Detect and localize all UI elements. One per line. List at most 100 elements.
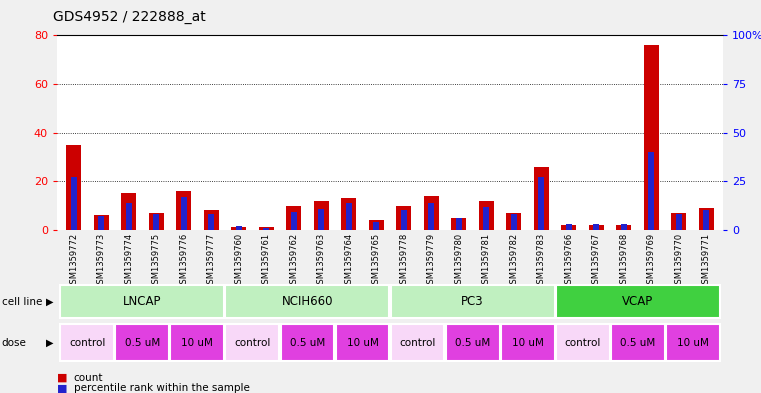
Bar: [225, 285, 390, 318]
Bar: [60, 324, 114, 362]
Bar: [98, 216, 104, 230]
Bar: [644, 45, 659, 230]
Bar: [236, 226, 242, 230]
Bar: [589, 225, 604, 230]
Text: GSM1359762: GSM1359762: [289, 232, 298, 288]
Bar: [676, 214, 682, 230]
Bar: [94, 215, 109, 230]
Text: GSM1359776: GSM1359776: [179, 232, 188, 289]
Text: GSM1359760: GSM1359760: [234, 232, 244, 288]
Bar: [424, 196, 439, 230]
Text: GSM1359765: GSM1359765: [372, 232, 380, 288]
Text: GSM1359783: GSM1359783: [537, 232, 546, 289]
Bar: [483, 207, 489, 230]
Text: GSM1359763: GSM1359763: [317, 232, 326, 289]
Bar: [506, 213, 521, 230]
Bar: [263, 228, 269, 230]
Bar: [66, 145, 81, 230]
Bar: [148, 213, 164, 230]
Bar: [60, 285, 224, 318]
Text: NCIH660: NCIH660: [282, 295, 333, 308]
Bar: [204, 210, 218, 230]
Text: GSM1359770: GSM1359770: [674, 232, 683, 288]
Bar: [616, 225, 632, 230]
Bar: [396, 206, 412, 230]
Bar: [336, 324, 390, 362]
Text: count: count: [74, 373, 103, 383]
Text: 10 uM: 10 uM: [181, 338, 213, 348]
Bar: [180, 197, 186, 230]
Text: GSM1359775: GSM1359775: [151, 232, 161, 288]
Bar: [259, 228, 274, 230]
Text: 0.5 uM: 0.5 uM: [455, 338, 490, 348]
Text: GSM1359778: GSM1359778: [400, 232, 408, 289]
Bar: [291, 212, 297, 230]
Bar: [666, 324, 720, 362]
Bar: [286, 206, 301, 230]
Text: VCAP: VCAP: [622, 295, 653, 308]
Bar: [699, 208, 714, 230]
Bar: [428, 203, 435, 230]
Bar: [456, 218, 462, 230]
Bar: [594, 224, 600, 230]
Bar: [390, 324, 444, 362]
Bar: [446, 324, 499, 362]
Text: GSM1359780: GSM1359780: [454, 232, 463, 288]
Text: GSM1359768: GSM1359768: [619, 232, 629, 289]
Bar: [318, 209, 324, 230]
Text: dose: dose: [2, 338, 27, 348]
Bar: [621, 224, 627, 230]
Bar: [341, 198, 356, 230]
Bar: [176, 191, 191, 230]
Text: GSM1359766: GSM1359766: [565, 232, 573, 289]
Bar: [648, 152, 654, 230]
Text: control: control: [69, 338, 106, 348]
Text: 0.5 uM: 0.5 uM: [290, 338, 325, 348]
Bar: [562, 225, 576, 230]
Bar: [281, 324, 334, 362]
Bar: [451, 218, 466, 230]
Bar: [314, 201, 329, 230]
Text: cell line: cell line: [2, 297, 42, 307]
Bar: [538, 177, 544, 230]
Text: GSM1359761: GSM1359761: [262, 232, 271, 288]
Text: GSM1359777: GSM1359777: [207, 232, 215, 289]
Text: ■: ■: [57, 373, 68, 383]
Text: GSM1359764: GSM1359764: [344, 232, 353, 288]
Text: control: control: [565, 338, 600, 348]
Bar: [116, 324, 170, 362]
Text: GSM1359773: GSM1359773: [97, 232, 106, 289]
Text: ■: ■: [57, 383, 68, 393]
Text: ▶: ▶: [46, 338, 53, 348]
Text: GSM1359769: GSM1359769: [647, 232, 656, 288]
Text: GSM1359767: GSM1359767: [592, 232, 601, 289]
Bar: [225, 324, 279, 362]
Bar: [170, 324, 224, 362]
Bar: [479, 201, 494, 230]
Text: PC3: PC3: [461, 295, 484, 308]
Bar: [556, 324, 610, 362]
Text: ▶: ▶: [46, 297, 53, 307]
Bar: [556, 285, 720, 318]
Bar: [401, 210, 407, 230]
Bar: [703, 210, 709, 230]
Bar: [209, 214, 214, 230]
Bar: [153, 214, 159, 230]
Bar: [566, 224, 572, 230]
Text: LNCAP: LNCAP: [123, 295, 161, 308]
Bar: [533, 167, 549, 230]
Bar: [610, 324, 664, 362]
Text: GSM1359782: GSM1359782: [509, 232, 518, 288]
Bar: [126, 203, 132, 230]
Bar: [373, 222, 379, 230]
Bar: [71, 177, 77, 230]
Text: GSM1359772: GSM1359772: [69, 232, 78, 288]
Text: 10 uM: 10 uM: [346, 338, 378, 348]
Bar: [121, 193, 136, 230]
Text: 10 uM: 10 uM: [511, 338, 543, 348]
Text: control: control: [400, 338, 436, 348]
Bar: [511, 214, 517, 230]
Bar: [501, 324, 555, 362]
Text: GSM1359771: GSM1359771: [702, 232, 711, 288]
Text: control: control: [234, 338, 271, 348]
